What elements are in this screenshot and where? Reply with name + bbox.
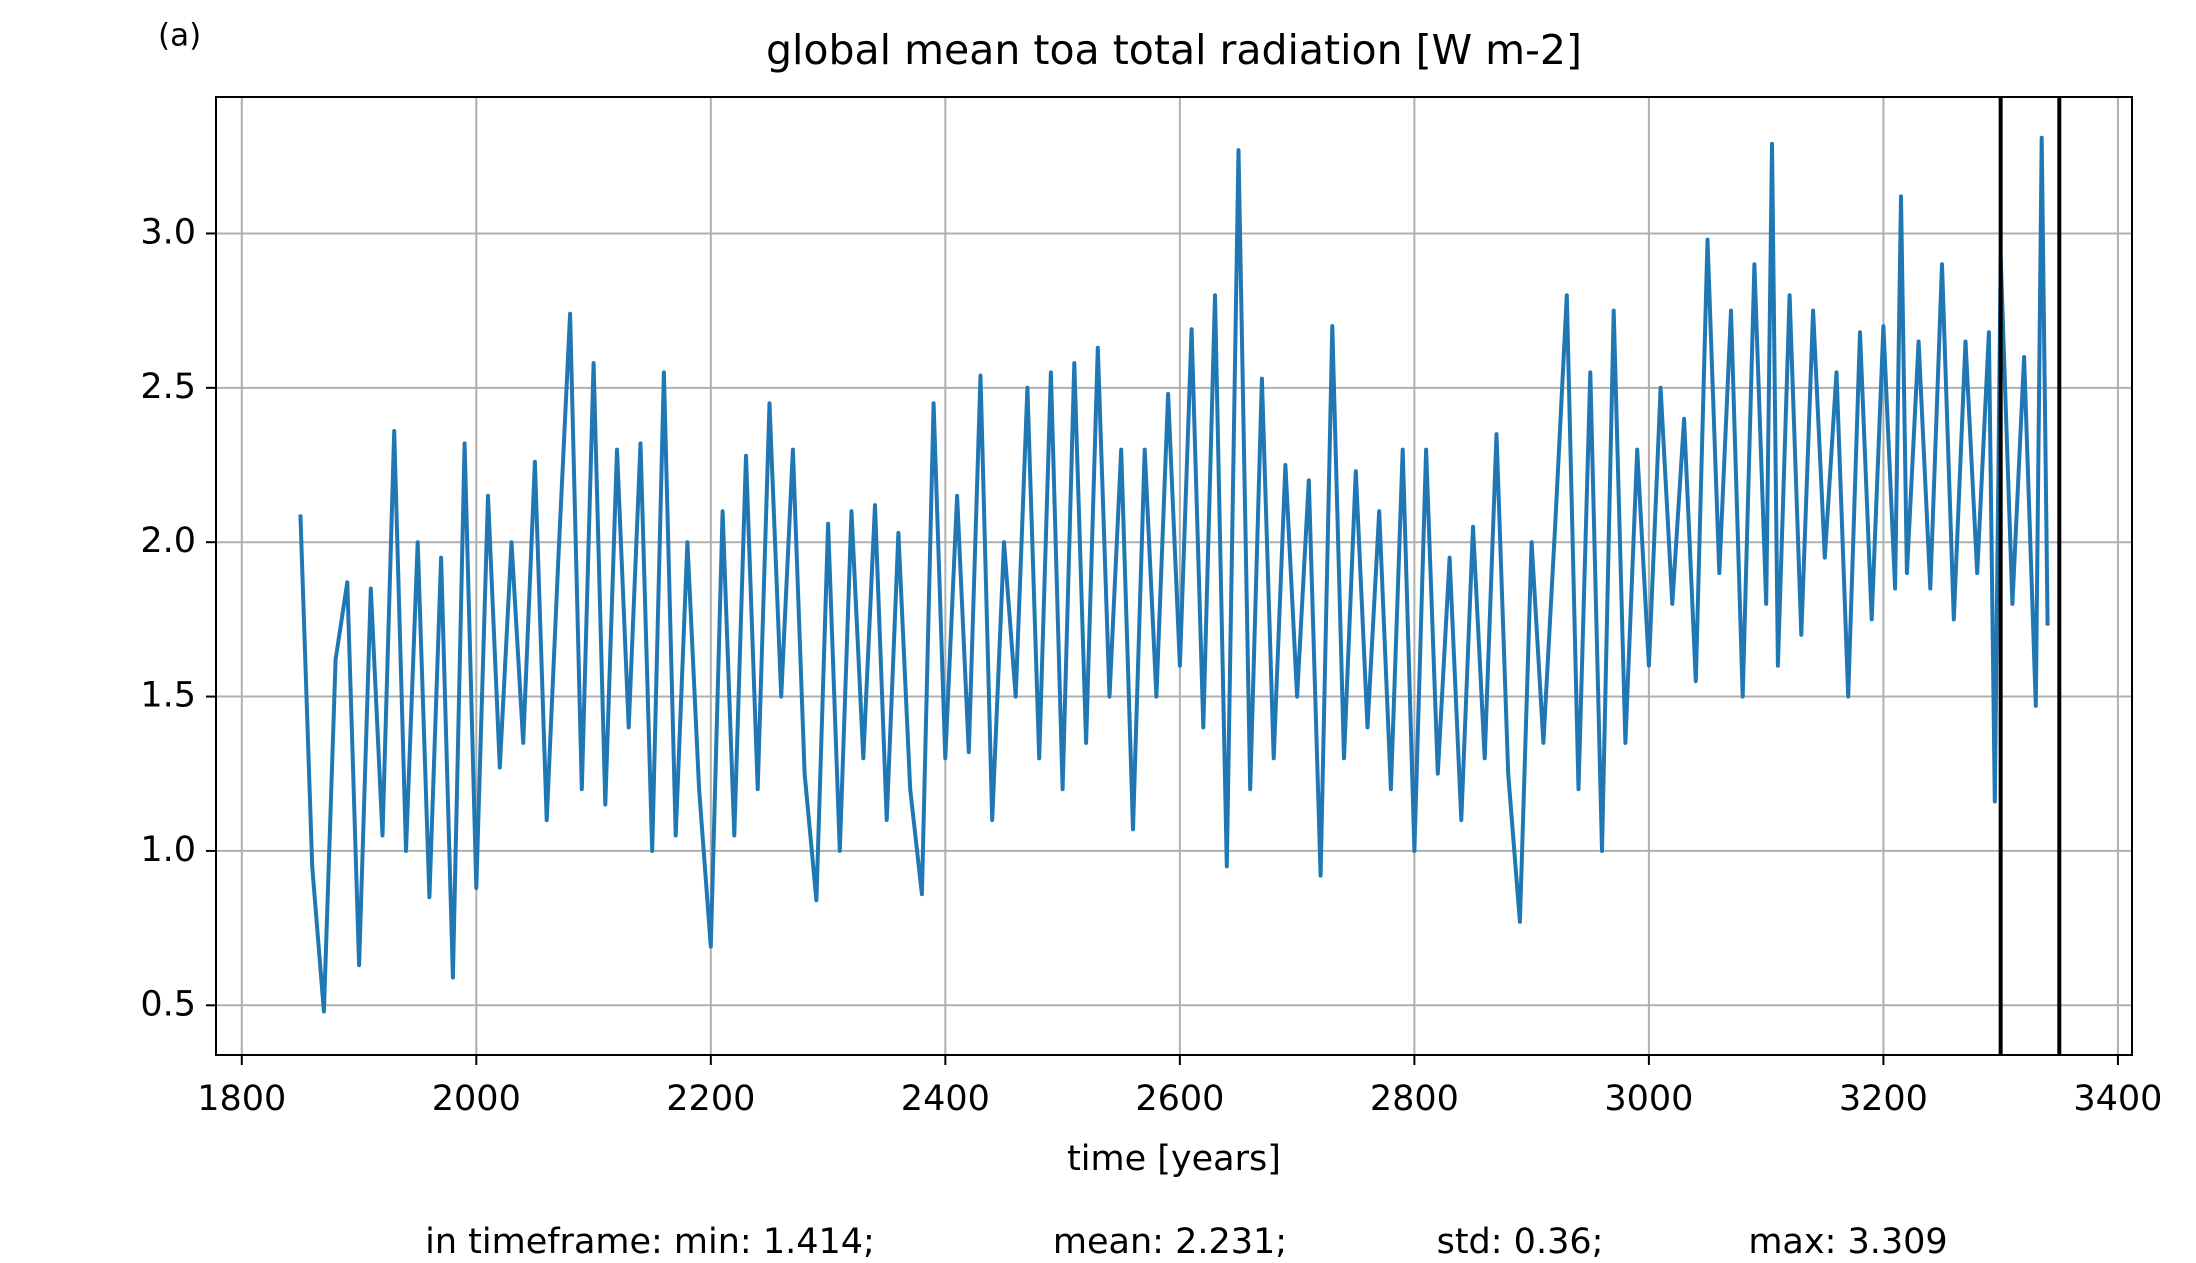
stat-text: max: 3.309 <box>1748 1222 1947 1262</box>
x-tick-label: 2800 <box>1370 1079 1459 1119</box>
x-axis-label: time [years] <box>1067 1139 1281 1179</box>
y-tick-label: 1.5 <box>140 676 196 716</box>
stat-text: std: 0.36; <box>1437 1222 1604 1262</box>
plot-frame <box>215 96 2133 1056</box>
data-line <box>298 135 2050 1014</box>
x-tick-label: 3000 <box>1604 1079 1693 1119</box>
x-tick-label: 1800 <box>197 1079 286 1119</box>
x-tick-label: 2000 <box>432 1079 521 1119</box>
x-tick-label: 2400 <box>901 1079 990 1119</box>
x-tick-label: 3200 <box>1839 1079 1928 1119</box>
panel-label: (a) <box>158 18 201 54</box>
x-tick-label: 2200 <box>666 1079 755 1119</box>
stat-text: in timeframe: min: 1.414; <box>425 1222 875 1262</box>
x-tick-label: 3400 <box>2073 1079 2162 1119</box>
stat-text: mean: 2.231; <box>1053 1222 1287 1262</box>
y-tick-label: 2.0 <box>140 521 196 561</box>
y-tick-label: 1.0 <box>140 830 196 870</box>
y-tick-label: 2.5 <box>140 367 196 407</box>
chart-title: global mean toa total radiation [W m-2] <box>766 26 1582 74</box>
y-tick-label: 3.0 <box>140 212 196 252</box>
x-tick-label: 2600 <box>1135 1079 1224 1119</box>
y-tick-label: 0.5 <box>140 984 196 1024</box>
